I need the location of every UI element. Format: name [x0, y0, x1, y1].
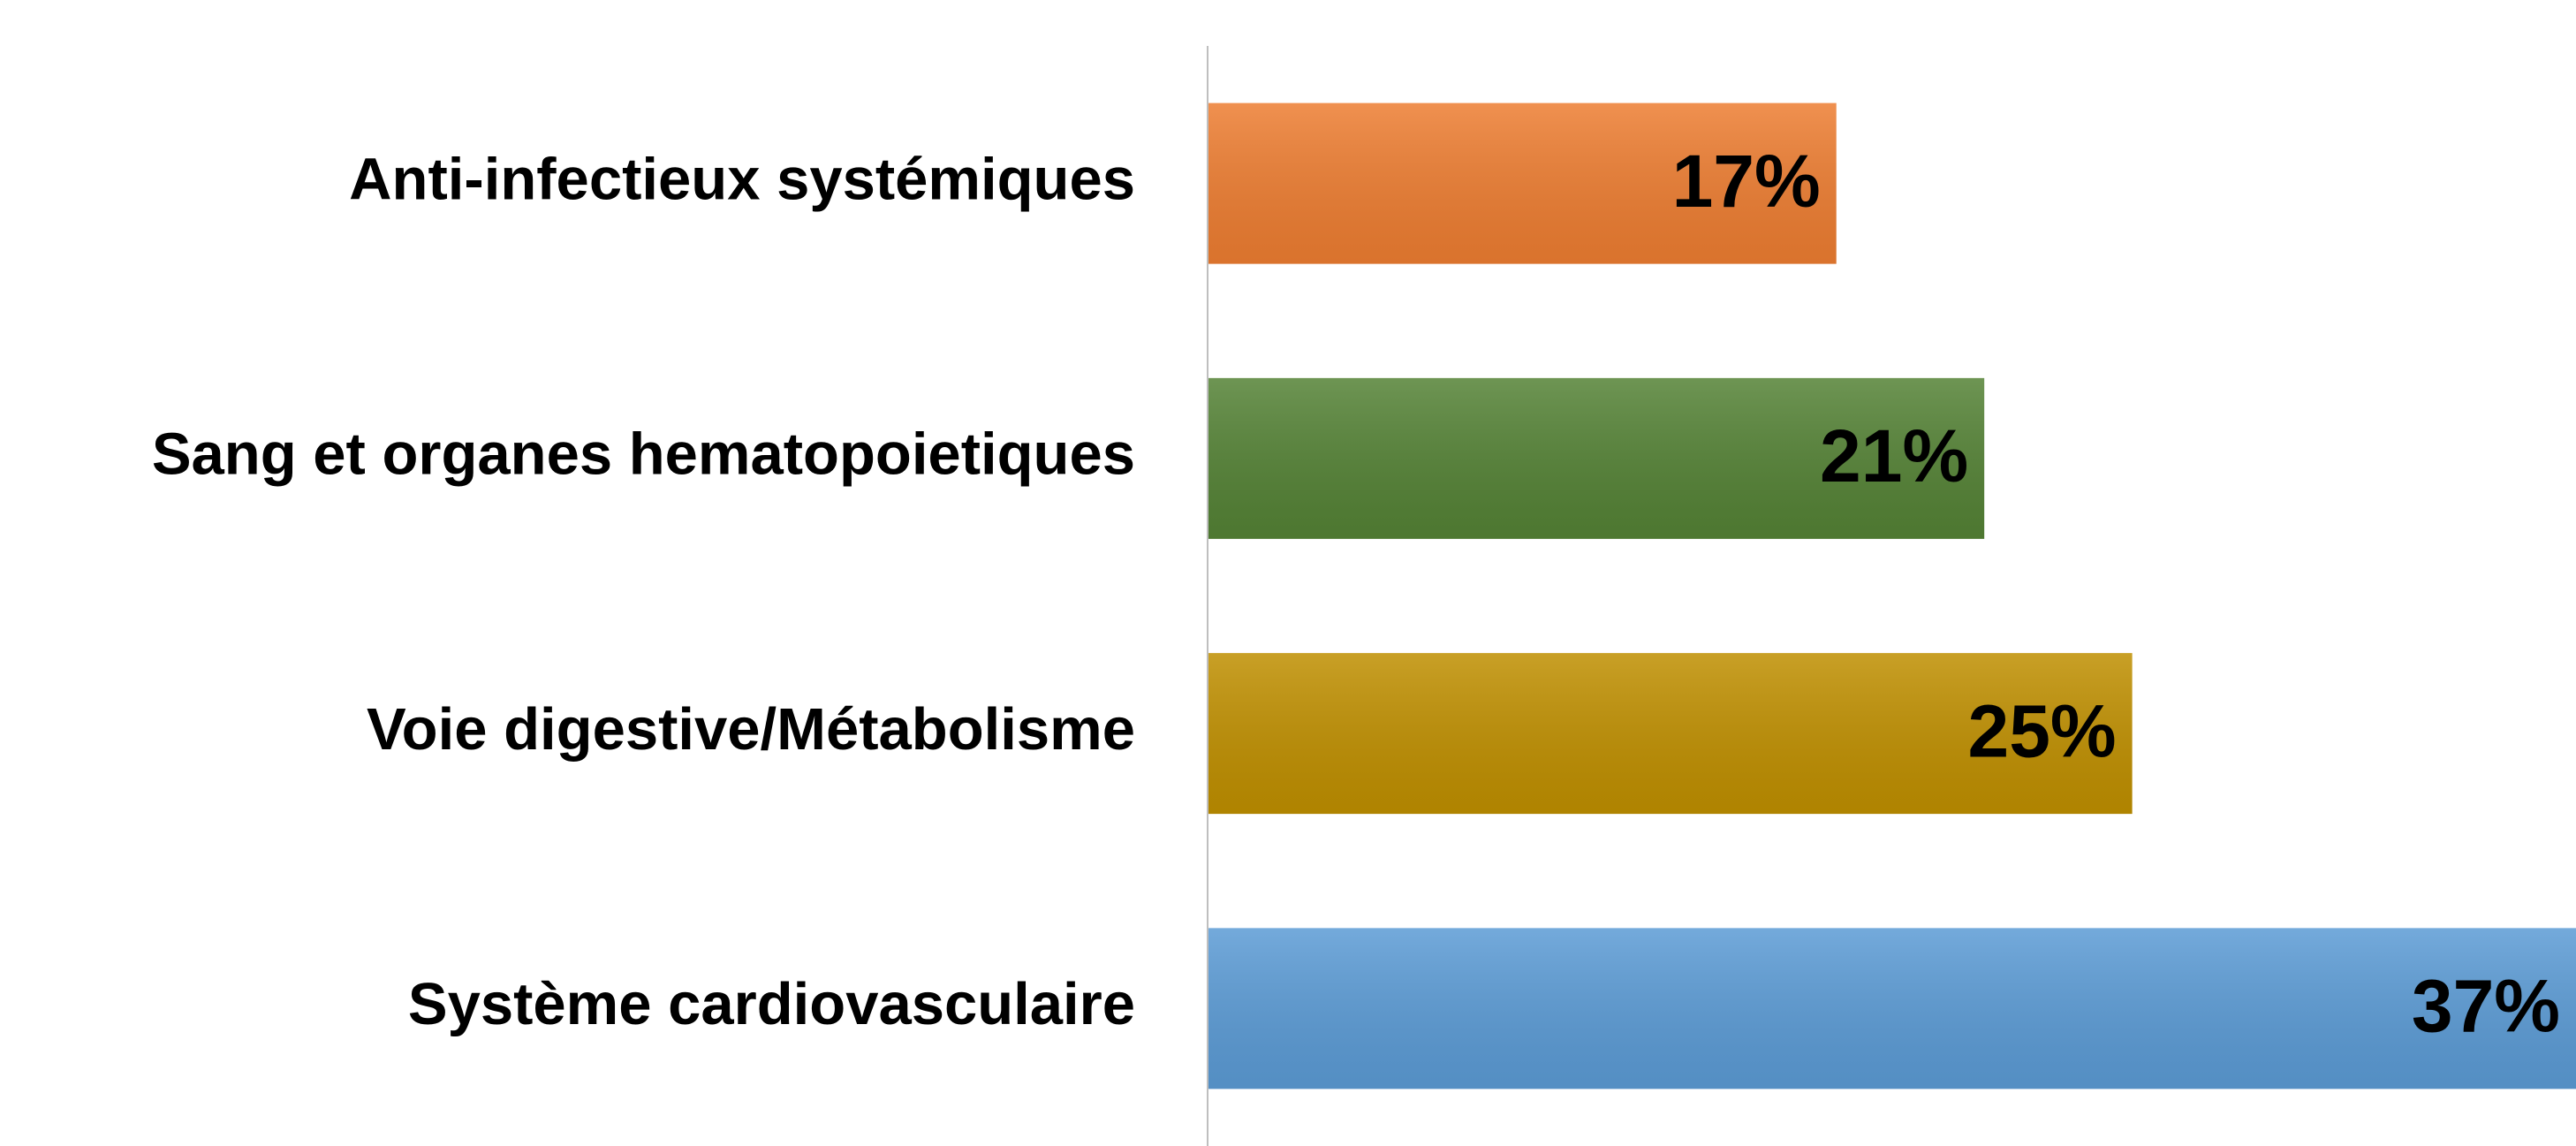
value-label: 25%	[1967, 689, 2116, 772]
category-label: Anti-infectieux systémiques	[349, 146, 1135, 212]
value-label: 21%	[1820, 414, 1968, 497]
category-label: Système cardiovasculaire	[408, 971, 1135, 1037]
bar-shade	[1208, 928, 2576, 1089]
category-label: Voie digestive/Métabolisme	[367, 696, 1135, 763]
bar-shade	[1208, 102, 1837, 264]
bar-shade	[1208, 377, 1985, 539]
bar-shade	[1208, 653, 2133, 815]
value-label: 17%	[1672, 140, 1821, 223]
category-label: Sang et organes hematopoietiques	[152, 421, 1135, 488]
value-label: 37%	[2412, 965, 2560, 1048]
